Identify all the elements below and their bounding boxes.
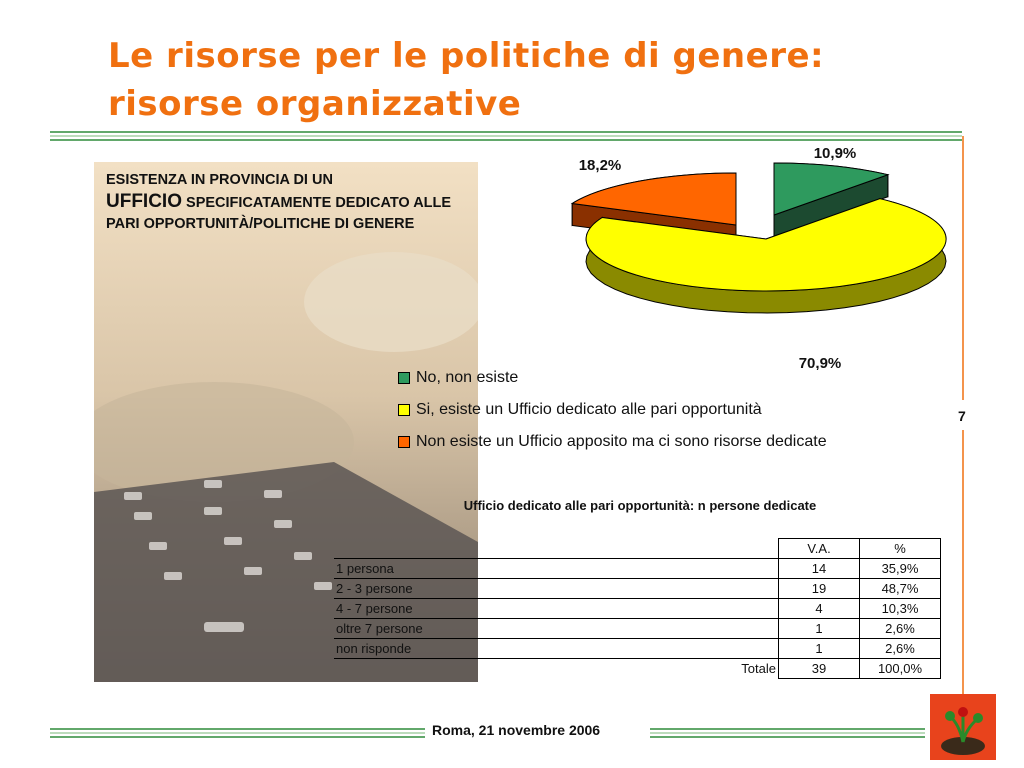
row-label: non risponde [334,638,779,659]
table-title: Ufficio dedicato alle pari opportunità: … [463,498,817,513]
legend-item: No, non esiste [398,362,827,394]
header-cell: % [859,538,941,559]
table-header-row: V.A. % [334,538,941,559]
row-va: 4 [778,598,860,619]
legend-label: No, non esiste [416,369,519,386]
key-icon [204,480,222,488]
key-icon [134,512,152,520]
key-icon [124,492,142,500]
row-label: 1 persona [334,558,779,579]
legend-item: Si, esiste un Ufficio dedicato alle pari… [398,394,827,426]
table-row: 4 - 7 persone 4 10,3% [334,598,941,619]
row-label: oltre 7 persone [334,618,779,639]
logo-leaf [973,713,983,723]
pie-data-label: 10,9% [814,145,857,162]
key-icon [314,582,332,590]
key-icon [204,507,222,515]
heading-text-1: ESISTENZA IN PROVINCIA DI UN [106,172,333,188]
table-total-row: Totale 39 100,0% [334,658,941,679]
key-icon [244,567,262,575]
table-row: 1 persona 14 35,9% [334,558,941,579]
row-pct: 10,3% [859,598,941,619]
logo-leaf [945,711,955,721]
slide-title: Le risorse per le politiche di genere: r… [108,32,988,128]
header-cell: V.A. [778,538,860,559]
row-label: 4 - 7 persone [334,598,779,619]
title-line-2: risorse organizzative [108,84,522,124]
key-icon [224,537,242,545]
key-icon [204,622,244,632]
pie-chart: 10,9% 70,9% 18,2% [570,145,947,370]
row-va: 1 [778,638,860,659]
legend-swatch [398,372,410,384]
heading-text-big: UFFICIO [106,191,182,212]
pie-data-label: 70,9% [799,355,842,370]
legend-swatch [398,436,410,448]
pie-data-label: 18,2% [579,157,622,174]
table-row: non risponde 1 2,6% [334,638,941,659]
table-row: oltre 7 persone 1 2,6% [334,618,941,639]
photo-highlight [304,252,478,352]
key-icon [294,552,312,560]
row-pct: 2,6% [859,618,941,639]
slide-number: 7 [958,408,966,424]
keypad-keys [124,480,332,632]
header-cell [334,538,779,559]
chart-legend: No, non esiste Si, esiste un Ufficio ded… [398,362,827,458]
pie-slice [570,172,737,226]
heading-text-2: SPECIFICATAMENTE DEDICATO ALLE PARI OPPO… [106,195,452,232]
row-label: 2 - 3 persone [334,578,779,599]
total-label: Totale [334,658,779,679]
row-va: 14 [778,558,860,579]
key-icon [264,490,282,498]
footer-date: Roma, 21 novembre 2006 [432,722,601,738]
key-icon [149,542,167,550]
legend-label: Si, esiste un Ufficio dedicato alle pari… [416,401,762,418]
row-pct: 2,6% [859,638,941,659]
title-line-1: Le risorse per le politiche di genere: [108,36,825,76]
row-pct: 35,9% [859,558,941,579]
logo-icon [930,694,996,760]
table-row: 2 - 3 persone 19 48,7% [334,578,941,599]
legend-label: Non esiste un Ufficio apposito ma ci son… [416,433,827,450]
pie-slice [585,198,947,292]
legend-item: Non esiste un Ufficio apposito ma ci son… [398,426,827,458]
data-table: V.A. % 1 persona 14 35,9% 2 - 3 persone … [334,538,941,679]
key-icon [164,572,182,580]
row-pct: 48,7% [859,578,941,599]
pie-slice [773,162,890,216]
logo-flower [958,707,968,717]
key-icon [274,520,292,528]
total-va: 39 [778,658,860,679]
row-va: 1 [778,618,860,639]
total-pct: 100,0% [859,658,941,679]
row-va: 19 [778,578,860,599]
slide-heading: ESISTENZA IN PROVINCIA DI UN UFFICIO SPE… [106,170,478,235]
legend-swatch [398,404,410,416]
logo-soil [941,737,985,755]
